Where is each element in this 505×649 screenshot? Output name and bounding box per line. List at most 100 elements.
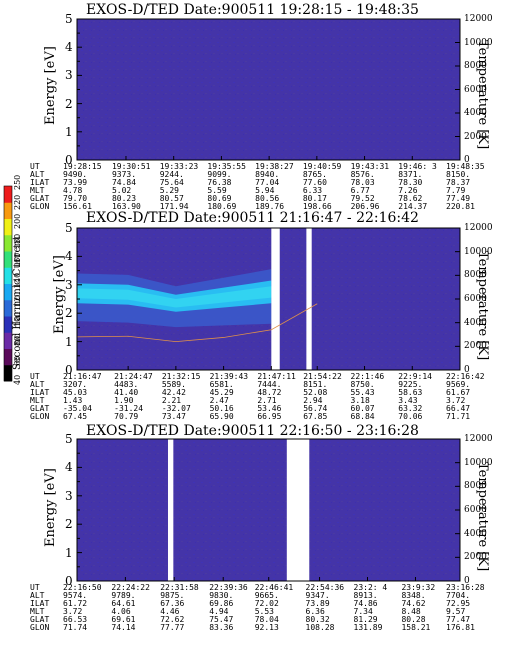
table-cell: 9665. <box>254 591 279 600</box>
table-cell: 70.79 <box>114 412 139 421</box>
table-cell: 45.29 <box>209 388 234 397</box>
panel-1-ephemeris-table: UT ALT ILAT MLT GLAT GLON 19:28:15 9490. 73.99 4.… <box>0 163 505 211</box>
table-cell: 66.53 <box>63 615 88 624</box>
table-cell: 220.81 <box>446 202 475 211</box>
table-cell: 9099. <box>207 170 232 179</box>
y2-tick-label: 0 <box>464 365 470 375</box>
table-cell: 6.36 <box>305 607 325 616</box>
panel-2-ephemeris-table: UT ALT ILAT MLT GLAT GLON 21:16:47 3207. 45.03 1.… <box>0 373 505 421</box>
table-cell: 171.94 <box>159 202 189 211</box>
y2-tick-label: 4000 <box>464 528 487 539</box>
table-cell: 83.36 <box>209 623 234 632</box>
table-cell: 77.60 <box>302 178 327 187</box>
table-cell: 78.37 <box>446 178 471 187</box>
table-cell: 21:39:43 <box>209 372 249 381</box>
table-cell: 21:54:22 <box>303 372 342 381</box>
table-cell: 22:54:36 <box>305 583 345 592</box>
table-cell: 22:24:22 <box>111 583 150 592</box>
table-cell: 3.72 <box>63 607 83 616</box>
table-cell: 21:47:11 <box>257 372 296 381</box>
table-cell: 81.29 <box>353 615 378 624</box>
table-cell: 71.71 <box>446 412 471 421</box>
table-cell: 67.85 <box>303 412 328 421</box>
table-cell: 75.47 <box>209 615 234 624</box>
table-cell: 9244. <box>159 170 184 179</box>
table-row-label: UT <box>30 372 40 381</box>
table-cell: 69.61 <box>111 615 136 624</box>
table-cell: 108.28 <box>305 623 335 632</box>
table-cell: 73.99 <box>63 178 88 187</box>
y2-tick-label: 12000 <box>464 223 493 233</box>
table-cell: 3.18 <box>350 396 370 405</box>
table-cell: 55.43 <box>350 388 375 397</box>
table-cell: 22:16:42 <box>446 372 485 381</box>
data-gap <box>271 228 280 370</box>
y-tick-label: 3 <box>65 488 73 503</box>
table-cell: 66.95 <box>257 412 282 421</box>
y-tick-label: 2 <box>65 517 73 532</box>
table-cell: 7.79 <box>446 186 466 195</box>
panel-2-title: EXOS-D/TED Date:900511 21:16:47 - 22:16:… <box>86 210 419 226</box>
table-cell: 5.53 <box>254 607 274 616</box>
table-cell: 19:33:23 <box>159 162 199 171</box>
table-cell: 78.62 <box>398 194 423 203</box>
band-core <box>77 286 272 308</box>
table-cell: 9.57 <box>446 607 466 616</box>
table-cell: 67.45 <box>63 412 88 421</box>
table-cell: 64.61 <box>111 599 136 608</box>
table-cell: 23:2: 4 <box>353 583 388 592</box>
table-cell: -31.24 <box>114 404 144 413</box>
table-cell: 214.37 <box>398 202 428 211</box>
table-cell: 77.49 <box>446 194 471 203</box>
table-cell: 19:28:15 <box>63 162 102 171</box>
table-cell: 9569. <box>446 380 471 389</box>
panel-1-title: EXOS-D/TED Date:900511 19:28:15 - 19:48:… <box>86 2 419 18</box>
y-tick-label: 4 <box>65 460 73 475</box>
table-cell: 21:24:47 <box>114 372 153 381</box>
table-cell: 5589. <box>161 380 186 389</box>
table-cell: 3.72 <box>446 396 466 405</box>
table-cell: 71.74 <box>63 623 88 632</box>
table-cell: 9830. <box>209 591 234 600</box>
table-cell: 79.70 <box>63 194 88 203</box>
table-cell: 74.62 <box>401 599 426 608</box>
table-cell: 2.47 <box>209 396 229 405</box>
panel-2-ylabel: Energy [eV] <box>52 255 67 334</box>
panel-3-title: EXOS-D/TED Date:900511 22:16:50 - 23:16:… <box>86 423 419 439</box>
y-tick-label: 5 <box>65 12 73 26</box>
y2-tick-label: 8000 <box>464 270 487 281</box>
table-cell: 176.81 <box>446 623 475 632</box>
table-cell: 19:38:27 <box>255 162 294 171</box>
table-cell: 9574. <box>63 591 88 600</box>
y2-tick-label: 2000 <box>464 341 487 352</box>
y2-tick-label: 2000 <box>464 552 487 563</box>
table-row-label: GLON <box>30 623 50 632</box>
y2-tick-label: 10000 <box>464 37 493 48</box>
y-tick-label: 5 <box>65 432 73 446</box>
y-tick-label: 0 <box>65 363 73 377</box>
table-cell: 73.89 <box>305 599 330 608</box>
table-cell: 8576. <box>350 170 375 179</box>
table-cell: 4483. <box>114 380 139 389</box>
table-cell: 9347. <box>305 591 330 600</box>
table-row-label: GLAT <box>30 615 50 624</box>
y-tick-label: 0 <box>65 153 73 167</box>
y2-tick-label: 8000 <box>464 61 487 71</box>
table-cell: 80.17 <box>302 194 327 203</box>
table-cell: 8348. <box>401 591 426 600</box>
y2-tick-label: 10000 <box>464 457 493 468</box>
table-row-label: GLAT <box>30 404 50 413</box>
table-cell: 72.62 <box>160 615 185 624</box>
table-cell: 3207. <box>63 380 88 389</box>
table-cell: 22:16:50 <box>63 583 102 592</box>
table-cell: 189.76 <box>255 202 285 211</box>
table-cell: 63.32 <box>398 404 423 413</box>
table-cell: 68.84 <box>350 412 375 421</box>
y-tick-label: 1 <box>65 545 73 560</box>
table-cell: 74.14 <box>111 623 136 632</box>
table-cell: -32.07 <box>161 404 191 413</box>
table-cell: 61.72 <box>63 599 88 608</box>
table-cell: 8.48 <box>401 607 421 616</box>
temperature-line <box>76 303 318 343</box>
